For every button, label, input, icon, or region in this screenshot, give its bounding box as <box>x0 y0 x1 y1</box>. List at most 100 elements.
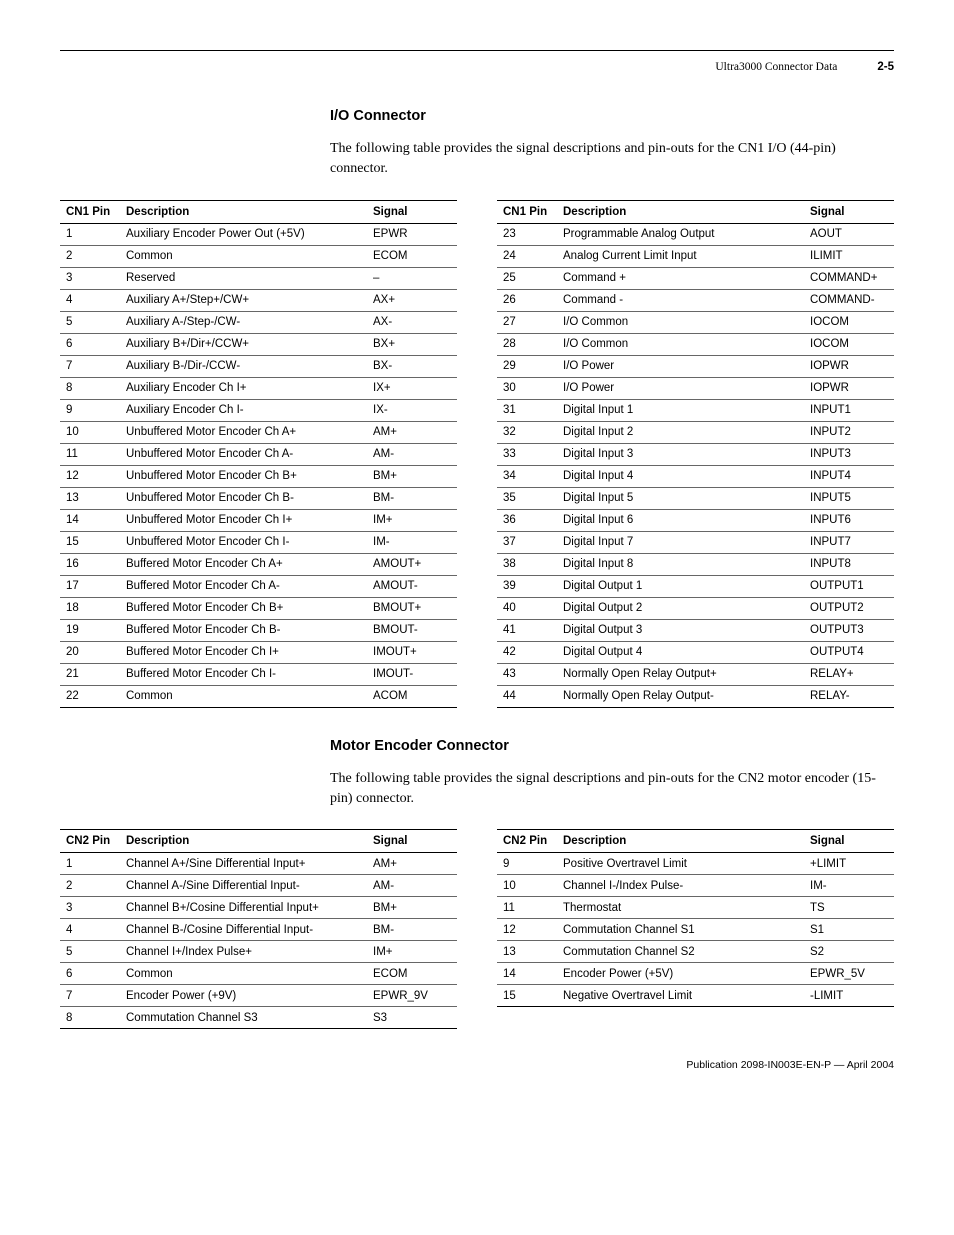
cell-signal: BMOUT- <box>367 619 457 641</box>
cell-desc: Digital Output 4 <box>557 641 804 663</box>
cell-pin: 25 <box>497 267 557 289</box>
cell-pin: 8 <box>60 1007 120 1029</box>
cell-desc: Unbuffered Motor Encoder Ch A+ <box>120 421 367 443</box>
table-row: 5Channel I+/Index Pulse+IM+ <box>60 941 457 963</box>
cell-desc: Positive Overtravel Limit <box>557 853 804 875</box>
cell-signal: – <box>367 267 457 289</box>
cell-signal: OUTPUT2 <box>804 597 894 619</box>
table-row: 22CommonACOM <box>60 685 457 707</box>
cell-pin: 2 <box>60 245 120 267</box>
cell-pin: 36 <box>497 509 557 531</box>
cell-pin: 5 <box>60 941 120 963</box>
table-row: 3Channel B+/Cosine Differential Input+BM… <box>60 897 457 919</box>
cell-pin: 19 <box>60 619 120 641</box>
cell-signal: ECOM <box>367 963 457 985</box>
page-number: 2-5 <box>877 61 894 73</box>
cell-pin: 10 <box>497 875 557 897</box>
cell-desc: Channel B+/Cosine Differential Input+ <box>120 897 367 919</box>
col-header-pin: CN1 Pin <box>497 200 557 223</box>
cell-pin: 12 <box>497 919 557 941</box>
cell-pin: 43 <box>497 663 557 685</box>
cell-pin: 17 <box>60 575 120 597</box>
cell-signal: BMOUT+ <box>367 597 457 619</box>
table-row: 9Auxiliary Encoder Ch I-IX- <box>60 399 457 421</box>
table-row: 6Auxiliary B+/Dir+/CCW+BX+ <box>60 333 457 355</box>
cell-signal: EPWR <box>367 223 457 245</box>
cell-signal: BM- <box>367 487 457 509</box>
col-header-pin: CN2 Pin <box>60 830 120 853</box>
cell-pin: 10 <box>60 421 120 443</box>
cell-signal: S2 <box>804 941 894 963</box>
table-header-row: CN1 Pin Description Signal <box>497 200 894 223</box>
cell-pin: 4 <box>60 289 120 311</box>
col-header-signal: Signal <box>367 830 457 853</box>
cell-desc: Command - <box>557 289 804 311</box>
cell-desc: Programmable Analog Output <box>557 223 804 245</box>
cell-desc: Negative Overtravel Limit <box>557 985 804 1007</box>
cell-pin: 3 <box>60 897 120 919</box>
cell-signal: EPWR_5V <box>804 963 894 985</box>
table-row: 41Digital Output 3OUTPUT3 <box>497 619 894 641</box>
col-header-desc: Description <box>557 830 804 853</box>
cell-desc: Common <box>120 685 367 707</box>
cell-desc: Auxiliary B+/Dir+/CCW+ <box>120 333 367 355</box>
table-row: 43Normally Open Relay Output+RELAY+ <box>497 663 894 685</box>
cell-pin: 33 <box>497 443 557 465</box>
table-row: 9Positive Overtravel Limit+LIMIT <box>497 853 894 875</box>
cell-signal: S1 <box>804 919 894 941</box>
cell-signal: BX+ <box>367 333 457 355</box>
table-row: 15Negative Overtravel Limit-LIMIT <box>497 985 894 1007</box>
cell-pin: 7 <box>60 355 120 377</box>
table-header-row: CN1 Pin Description Signal <box>60 200 457 223</box>
cell-pin: 11 <box>60 443 120 465</box>
cell-desc: Channel A+/Sine Differential Input+ <box>120 853 367 875</box>
cell-desc: Digital Input 6 <box>557 509 804 531</box>
cell-signal: ILIMIT <box>804 245 894 267</box>
cell-pin: 16 <box>60 553 120 575</box>
cell-pin: 14 <box>497 963 557 985</box>
cell-signal: INPUT2 <box>804 421 894 443</box>
cell-desc: Channel I-/Index Pulse- <box>557 875 804 897</box>
table-row: 10Channel I-/Index Pulse-IM- <box>497 875 894 897</box>
table-row: 3Reserved– <box>60 267 457 289</box>
cell-desc: I/O Power <box>557 377 804 399</box>
cell-pin: 18 <box>60 597 120 619</box>
cell-desc: Buffered Motor Encoder Ch I+ <box>120 641 367 663</box>
cn2-table-left: CN2 Pin Description Signal 1Channel A+/S… <box>60 829 457 1029</box>
cell-desc: Buffered Motor Encoder Ch I- <box>120 663 367 685</box>
cell-desc: Channel I+/Index Pulse+ <box>120 941 367 963</box>
cell-signal: BX- <box>367 355 457 377</box>
cell-signal: INPUT3 <box>804 443 894 465</box>
cell-signal: IOCOM <box>804 333 894 355</box>
table-header-row: CN2 Pin Description Signal <box>60 830 457 853</box>
cell-signal: IMOUT+ <box>367 641 457 663</box>
cell-desc: Auxiliary A-/Step-/CW- <box>120 311 367 333</box>
table-row: 34Digital Input 4INPUT4 <box>497 465 894 487</box>
cell-desc: Common <box>120 963 367 985</box>
cell-signal: IOPWR <box>804 355 894 377</box>
cell-desc: Buffered Motor Encoder Ch A+ <box>120 553 367 575</box>
table-row: 1Auxiliary Encoder Power Out (+5V)EPWR <box>60 223 457 245</box>
table-row: 26Command -COMMAND- <box>497 289 894 311</box>
cell-pin: 11 <box>497 897 557 919</box>
cell-desc: Reserved <box>120 267 367 289</box>
cell-signal: BM+ <box>367 897 457 919</box>
header-rule <box>60 50 894 51</box>
table-row: 2Channel A-/Sine Differential Input-AM- <box>60 875 457 897</box>
cell-signal: INPUT6 <box>804 509 894 531</box>
cn1-table-right: CN1 Pin Description Signal 23Programmabl… <box>497 200 894 708</box>
table-row: 5Auxiliary A-/Step-/CW-AX- <box>60 311 457 333</box>
cell-pin: 2 <box>60 875 120 897</box>
cell-pin: 39 <box>497 575 557 597</box>
cell-pin: 34 <box>497 465 557 487</box>
table-row: 14Unbuffered Motor Encoder Ch I+IM+ <box>60 509 457 531</box>
cn2-table-right: CN2 Pin Description Signal 9Positive Ove… <box>497 829 894 1029</box>
cell-pin: 22 <box>60 685 120 707</box>
cell-desc: Command + <box>557 267 804 289</box>
table-row: 12Unbuffered Motor Encoder Ch B+BM+ <box>60 465 457 487</box>
cell-pin: 41 <box>497 619 557 641</box>
table-row: 4Auxiliary A+/Step+/CW+AX+ <box>60 289 457 311</box>
table-row: 13Commutation Channel S2S2 <box>497 941 894 963</box>
cell-pin: 14 <box>60 509 120 531</box>
col-header-signal: Signal <box>804 830 894 853</box>
